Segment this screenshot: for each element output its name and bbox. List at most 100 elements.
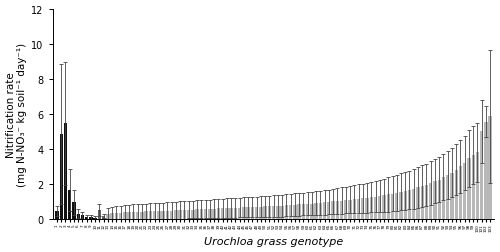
Bar — [85, 217, 88, 219]
Bar — [119, 213, 122, 219]
Bar — [480, 132, 484, 219]
Bar — [438, 180, 441, 219]
Bar — [336, 201, 339, 219]
Bar — [374, 197, 377, 219]
Bar — [255, 207, 258, 219]
Bar — [280, 206, 284, 219]
Bar — [90, 217, 92, 219]
Bar — [420, 186, 424, 219]
Bar — [429, 183, 432, 219]
Bar — [332, 202, 334, 219]
Bar — [98, 210, 101, 219]
Bar — [323, 203, 326, 219]
Bar — [212, 209, 216, 219]
Bar — [459, 167, 462, 219]
Bar — [298, 205, 301, 219]
Bar — [56, 211, 58, 219]
Bar — [166, 211, 169, 219]
Bar — [276, 206, 280, 219]
Bar — [404, 191, 407, 219]
Bar — [259, 207, 262, 219]
Bar — [140, 212, 143, 219]
Bar — [191, 210, 194, 219]
Bar — [412, 189, 416, 219]
Bar — [416, 188, 420, 219]
Bar — [225, 208, 228, 219]
Bar — [102, 216, 106, 219]
Bar — [178, 210, 182, 219]
Bar — [361, 199, 364, 219]
Bar — [395, 193, 398, 219]
Bar — [468, 159, 470, 219]
X-axis label: Urochloa grass genotype: Urochloa grass genotype — [204, 237, 343, 246]
Bar — [400, 192, 402, 219]
Bar — [476, 153, 479, 219]
Bar — [463, 163, 466, 219]
Bar — [472, 155, 475, 219]
Bar — [348, 200, 352, 219]
Bar — [408, 190, 411, 219]
Bar — [268, 206, 271, 219]
Bar — [174, 210, 178, 219]
Bar — [488, 117, 492, 219]
Bar — [264, 207, 267, 219]
Bar — [132, 212, 135, 219]
Bar — [196, 209, 199, 219]
Bar — [454, 170, 458, 219]
Bar — [289, 205, 292, 219]
Bar — [450, 173, 454, 219]
Bar — [216, 209, 220, 219]
Bar — [68, 190, 71, 219]
Bar — [434, 181, 436, 219]
Bar — [484, 122, 488, 219]
Bar — [366, 198, 368, 219]
Bar — [64, 124, 67, 219]
Bar — [302, 204, 305, 219]
Bar — [94, 218, 97, 219]
Bar — [221, 209, 224, 219]
Bar — [106, 214, 110, 219]
Bar — [284, 205, 288, 219]
Bar — [382, 196, 386, 219]
Bar — [72, 203, 76, 219]
Y-axis label: Nitrification rate
(mg N-NO₃⁻ kg soil⁻¹ day⁻¹): Nitrification rate (mg N-NO₃⁻ kg soil⁻¹ … — [6, 43, 27, 186]
Bar — [123, 213, 126, 219]
Bar — [76, 214, 80, 219]
Bar — [187, 210, 190, 219]
Bar — [110, 213, 114, 219]
Bar — [136, 212, 140, 219]
Bar — [246, 207, 250, 219]
Bar — [128, 212, 131, 219]
Bar — [81, 216, 84, 219]
Bar — [157, 211, 160, 219]
Bar — [153, 211, 156, 219]
Bar — [238, 208, 242, 219]
Bar — [272, 206, 276, 219]
Bar — [234, 208, 237, 219]
Bar — [370, 197, 373, 219]
Bar — [357, 199, 360, 219]
Bar — [306, 204, 310, 219]
Bar — [310, 204, 314, 219]
Bar — [60, 134, 63, 219]
Bar — [344, 200, 348, 219]
Bar — [318, 203, 322, 219]
Bar — [182, 210, 186, 219]
Bar — [144, 212, 148, 219]
Bar — [162, 211, 165, 219]
Bar — [148, 211, 152, 219]
Bar — [208, 209, 212, 219]
Bar — [170, 211, 173, 219]
Bar — [230, 208, 233, 219]
Bar — [327, 202, 330, 219]
Bar — [386, 195, 390, 219]
Bar — [314, 203, 318, 219]
Bar — [425, 185, 428, 219]
Bar — [293, 205, 296, 219]
Bar — [378, 196, 382, 219]
Bar — [446, 175, 450, 219]
Bar — [250, 207, 254, 219]
Bar — [242, 208, 246, 219]
Bar — [442, 178, 445, 219]
Bar — [114, 213, 118, 219]
